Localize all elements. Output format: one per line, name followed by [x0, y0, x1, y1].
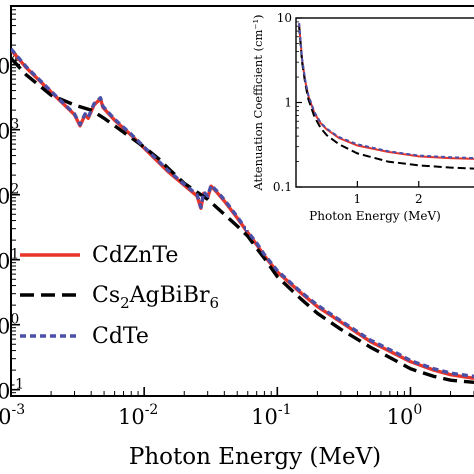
- y-tick-base: 0: [0, 250, 10, 274]
- inset-x-tick-label: 1: [354, 192, 362, 206]
- legend-label-cdznte: CdZnTe: [92, 243, 178, 268]
- inset-y-tick-label: 1: [284, 96, 292, 110]
- inset-y-axis-label: Attenuation Coefficient (cm⁻¹): [251, 14, 265, 191]
- x-tick-base: 10: [387, 405, 414, 429]
- x-tick-label: 10-1: [251, 402, 291, 429]
- x-tick-exp: 0: [413, 402, 422, 418]
- x-tick-exp: -1: [278, 402, 292, 418]
- y-tick-exp: -1: [10, 377, 24, 393]
- inset-y-tick-label: 10: [277, 11, 292, 25]
- series-line-cdte: [11, 47, 474, 379]
- x-tick-base: 10: [118, 405, 145, 429]
- x-tick-base: 10: [0, 405, 12, 429]
- y-tick-exp: 3: [10, 117, 19, 133]
- inset-chart: 10 1 0.1 1 2 Photon Energy (MeV) Attenuation C…: [246, 8, 474, 230]
- y-tick-exp: 0: [10, 312, 19, 328]
- x-tick-label: 100: [387, 402, 423, 429]
- x-tick-label: 10-2: [118, 402, 158, 429]
- legend-label-cdte: CdTe: [92, 324, 149, 349]
- inset-series-line-cdte: [298, 23, 474, 160]
- y-tick-base: 0: [0, 315, 10, 339]
- inset-x-tick-label: 2: [415, 192, 423, 206]
- x-tick-exp: -2: [145, 402, 159, 418]
- legend-label-part: 2: [120, 294, 130, 312]
- inset-x-axis-label: Photon Energy (MeV): [309, 209, 441, 223]
- x-tick-label: 10-3: [0, 402, 25, 429]
- y-tick-label: 01: [0, 247, 19, 274]
- inset-series-line-cs2agbibr6: [298, 26, 474, 170]
- y-tick-base: 0: [0, 380, 10, 404]
- y-tick-label: 04: [0, 52, 19, 79]
- y-tick-exp: 4: [10, 52, 19, 68]
- x-axis-label: Photon Energy (MeV): [129, 444, 381, 470]
- legend-label-part: 6: [210, 294, 220, 312]
- y-tick-exp: 1: [10, 247, 19, 263]
- legend-label-cs2agbibr6: Cs2AgBiBr6: [92, 283, 219, 312]
- x-tick-exp: -3: [12, 402, 26, 418]
- y-tick-exp: 2: [10, 182, 19, 198]
- legend-label-part: AgBiBr: [129, 283, 210, 308]
- inset-y-tick-label: 0.1: [273, 180, 292, 194]
- legend-label-part: Cs: [92, 283, 120, 308]
- series-line-cs2agbibr6: [11, 57, 474, 384]
- y-tick-label: 00: [0, 312, 19, 339]
- y-tick-base: 0: [0, 185, 10, 209]
- y-tick-label: 0-1: [0, 377, 24, 404]
- y-tick-label: 03: [0, 117, 19, 144]
- y-tick-base: 0: [0, 55, 10, 79]
- y-tick-label: 02: [0, 182, 19, 209]
- y-tick-base: 0: [0, 120, 10, 144]
- inset-background: [246, 8, 474, 230]
- x-tick-base: 10: [251, 405, 278, 429]
